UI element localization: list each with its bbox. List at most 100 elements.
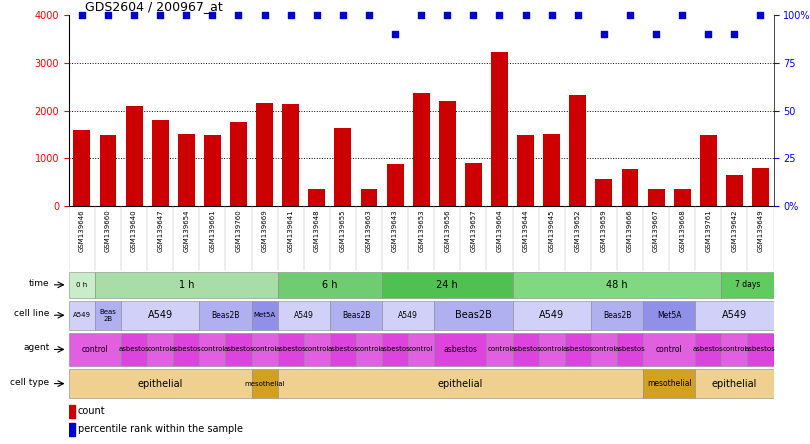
Text: GSM139655: GSM139655	[340, 209, 346, 252]
Point	[415, 12, 428, 19]
Bar	[178, 134, 194, 206]
Bar	[434, 333, 487, 366]
Text: GSM139669: GSM139669	[262, 209, 267, 252]
Bar	[309, 189, 326, 206]
Bar	[465, 163, 482, 206]
Point	[128, 12, 141, 19]
Text: asbestos: asbestos	[327, 346, 358, 353]
Text: GSM139645: GSM139645	[548, 209, 555, 252]
Text: Met5A: Met5A	[254, 312, 275, 318]
Point	[650, 31, 663, 38]
Bar	[204, 135, 221, 206]
Bar	[278, 369, 643, 398]
Text: asbestos: asbestos	[380, 346, 411, 353]
Bar	[726, 175, 743, 206]
Text: asbestos: asbestos	[615, 346, 646, 353]
Text: GSM139667: GSM139667	[653, 209, 659, 252]
Point	[519, 12, 532, 19]
Point	[75, 12, 88, 19]
Point	[180, 12, 193, 19]
Bar	[121, 333, 147, 366]
Text: cell type: cell type	[11, 377, 49, 387]
Text: control: control	[305, 346, 329, 353]
Bar	[95, 272, 278, 298]
Text: control: control	[656, 345, 683, 354]
Bar	[225, 333, 252, 366]
Text: epithelial: epithelial	[712, 379, 757, 388]
Text: A549: A549	[73, 312, 91, 318]
Bar	[69, 272, 95, 298]
Text: agent: agent	[23, 343, 49, 352]
Point	[624, 12, 637, 19]
Text: GSM139647: GSM139647	[157, 209, 163, 252]
Bar	[695, 301, 774, 330]
Bar	[69, 369, 252, 398]
Point	[754, 12, 767, 19]
Text: mesothelial: mesothelial	[245, 381, 285, 387]
Text: A549: A549	[147, 310, 173, 320]
Bar	[748, 333, 774, 366]
Bar	[539, 333, 565, 366]
Text: asbestos: asbestos	[562, 346, 593, 353]
Text: 48 h: 48 h	[606, 280, 628, 290]
Text: GSM139660: GSM139660	[105, 209, 111, 252]
Bar	[434, 301, 513, 330]
Text: time: time	[29, 279, 49, 288]
Text: control: control	[539, 346, 564, 353]
Text: GSM139654: GSM139654	[183, 209, 190, 252]
Text: control: control	[723, 346, 747, 353]
Bar	[69, 423, 75, 436]
Text: control: control	[592, 346, 616, 353]
Point	[232, 12, 245, 19]
Text: Beas2B: Beas2B	[211, 311, 240, 320]
Point	[310, 12, 323, 19]
Point	[336, 12, 349, 19]
Text: asbestos: asbestos	[223, 346, 254, 353]
Point	[493, 12, 506, 19]
Text: Beas
2B: Beas 2B	[100, 309, 117, 322]
Text: control: control	[82, 345, 109, 354]
Text: 6 h: 6 h	[322, 280, 338, 290]
Bar	[173, 333, 199, 366]
Bar	[360, 189, 377, 206]
Bar	[382, 333, 408, 366]
Text: GDS2604 / 200967_at: GDS2604 / 200967_at	[85, 0, 223, 13]
Bar	[69, 405, 75, 417]
Text: GSM139643: GSM139643	[392, 209, 398, 252]
Bar	[256, 103, 273, 206]
Bar	[69, 301, 95, 330]
Point	[701, 31, 714, 38]
Point	[598, 31, 611, 38]
Bar	[95, 301, 121, 330]
Bar	[752, 168, 769, 206]
Text: count: count	[78, 406, 105, 416]
Bar	[382, 301, 434, 330]
Text: 1 h: 1 h	[178, 280, 194, 290]
Text: epithelial: epithelial	[437, 379, 483, 388]
Bar	[199, 333, 225, 366]
Bar	[356, 333, 382, 366]
Bar	[643, 369, 695, 398]
Point	[441, 12, 454, 19]
Bar	[595, 179, 612, 206]
Text: GSM139648: GSM139648	[313, 209, 320, 252]
Bar	[617, 333, 643, 366]
Text: epithelial: epithelial	[138, 379, 183, 388]
Text: GSM139641: GSM139641	[288, 209, 294, 252]
Text: A549: A549	[539, 310, 565, 320]
Point	[154, 12, 167, 19]
Text: control: control	[200, 346, 224, 353]
Text: asbestos: asbestos	[119, 346, 150, 353]
Bar	[722, 272, 774, 298]
Bar	[700, 135, 717, 206]
Bar	[100, 135, 117, 206]
Bar	[439, 101, 456, 206]
Text: Beas2B: Beas2B	[342, 311, 370, 320]
Bar	[278, 301, 330, 330]
Bar	[335, 128, 352, 206]
Bar	[151, 120, 168, 206]
Bar	[487, 333, 513, 366]
Text: GSM139664: GSM139664	[497, 209, 502, 252]
Text: 7 days: 7 days	[735, 280, 760, 289]
Bar	[413, 93, 429, 206]
